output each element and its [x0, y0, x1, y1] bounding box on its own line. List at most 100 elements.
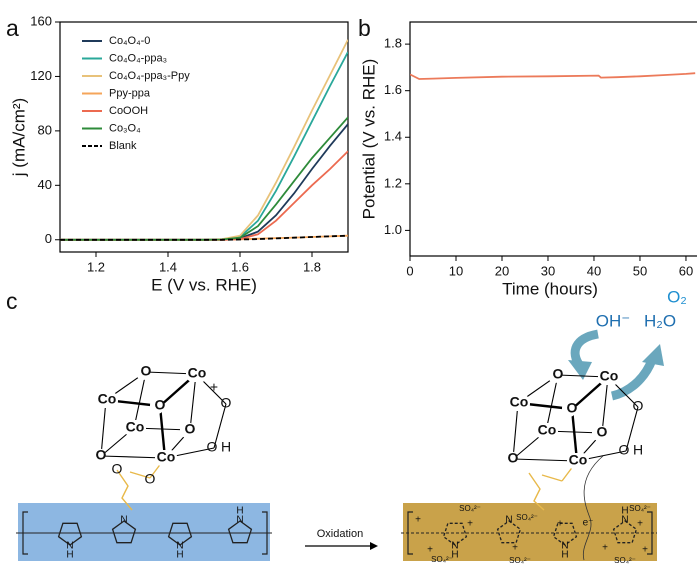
- atom-label: Co: [126, 419, 145, 435]
- x-tick-label: 1.8: [303, 259, 321, 274]
- y-tick-label: 40: [38, 177, 52, 192]
- ligand-atom: O: [145, 471, 156, 487]
- atom-bg: [96, 392, 118, 408]
- ligand-atom: H: [633, 442, 643, 458]
- x-tick-label: 0: [406, 263, 413, 278]
- panel-label: b: [358, 15, 371, 41]
- atom-label: O: [553, 366, 564, 382]
- x-tick-label: 10: [449, 263, 463, 278]
- y-tick-label: 0: [45, 231, 52, 246]
- ring-atom: H: [236, 506, 243, 517]
- legend-label: Co₄O₄-0: [109, 35, 150, 47]
- x-tick-label: 40: [587, 263, 601, 278]
- ring-atom: N: [176, 541, 183, 552]
- counter-ion: SO₄²⁻: [509, 556, 531, 565]
- ligand-atom: +: [210, 379, 218, 395]
- counter-ion: SO₄²⁻: [459, 504, 481, 513]
- plot-area: [410, 72, 696, 80]
- reaction-arrowhead: [370, 542, 378, 550]
- line-series: [60, 150, 348, 241]
- atom-bg: [508, 395, 530, 411]
- ester-chain: [528, 460, 578, 511]
- charge: +: [427, 545, 433, 556]
- cube-bond: [601, 376, 609, 434]
- ester-chain: [116, 457, 166, 511]
- pyrrole-ring: [57, 522, 83, 546]
- atom-label: O: [155, 397, 166, 413]
- line-series: [410, 72, 696, 80]
- atom-label: O: [567, 400, 578, 416]
- inflow-arrowhead: [568, 360, 592, 380]
- atom-label: Co: [98, 391, 117, 407]
- ring-atom: H: [621, 506, 628, 517]
- charge: +: [642, 545, 648, 556]
- atom-bg: [124, 420, 146, 436]
- atom-label: O: [185, 421, 196, 437]
- atom-bg: [503, 451, 517, 467]
- reactant: H₂O: [644, 311, 676, 330]
- atom-label: Co: [569, 452, 588, 468]
- atom-bg: [155, 450, 177, 466]
- y-axis-title: Potential (V vs. RHE): [359, 59, 378, 220]
- cube-bond: [512, 402, 519, 460]
- axes-frame: [59, 21, 349, 253]
- legend-label: Co₄O₄-ppa₃: [109, 52, 167, 64]
- ligand-bond: [213, 403, 227, 449]
- ligand-atom: O: [221, 395, 232, 411]
- charge: +: [557, 519, 563, 530]
- x-axis-title: E (V vs. RHE): [151, 275, 257, 294]
- line-series: [60, 39, 348, 241]
- y-tick-label: 80: [38, 122, 52, 137]
- cube-bond: [545, 374, 559, 432]
- y-tick-label: 1.2: [384, 175, 402, 190]
- atom-bg: [150, 398, 164, 414]
- electron-path: [582, 455, 604, 561]
- pyrrole-ring: [442, 522, 468, 546]
- counter-ion: SO₄²⁻: [431, 555, 453, 564]
- cube-bond: [512, 458, 578, 462]
- product: O₂: [667, 287, 687, 306]
- y-tick-label: 1.8: [384, 36, 402, 51]
- ligand-atom: O: [207, 439, 218, 455]
- atom-label: O: [597, 424, 608, 440]
- charge: +: [415, 515, 421, 526]
- ligand-atom: O: [619, 442, 630, 458]
- y-tick-label: 1.4: [384, 129, 402, 144]
- legend-label: Co₃O₄: [109, 122, 141, 134]
- pyrrole-ring: [552, 522, 578, 546]
- ring-atom: N: [66, 541, 73, 552]
- ring-atom: N: [505, 515, 512, 526]
- pyrrole-ring: [612, 520, 638, 544]
- charge: +: [467, 519, 473, 530]
- electron: e⁻: [583, 518, 594, 529]
- x-tick-label: 50: [633, 263, 647, 278]
- ring-atom: N: [621, 515, 628, 526]
- polymer-box-oxidized: [403, 503, 657, 561]
- panel-label: c: [6, 288, 18, 314]
- cube-bond: [189, 373, 197, 431]
- legend-label: Blank: [109, 140, 137, 152]
- pyrrole-ring: [167, 522, 193, 546]
- atom-label: Co: [600, 368, 619, 384]
- atom-bg: [91, 448, 105, 464]
- arrow-label: Oxidation: [317, 528, 363, 540]
- atom-bg: [567, 453, 589, 469]
- y-tick-label: 120: [30, 68, 52, 83]
- atom-label: O: [508, 450, 519, 466]
- axes-frame: [409, 21, 697, 257]
- atom-bg: [562, 401, 576, 417]
- ring-atom: H: [561, 550, 568, 561]
- atom-bg: [592, 425, 606, 441]
- ring-atom: H: [451, 550, 458, 561]
- outflow-arrow: [610, 358, 657, 401]
- charge: +: [602, 543, 608, 554]
- x-tick-label: 1.4: [159, 259, 177, 274]
- legend-label: CoOOH: [109, 105, 148, 117]
- ligand-atom: O: [112, 461, 123, 477]
- ring-atom: H: [66, 550, 73, 561]
- atom-label: Co: [188, 365, 207, 381]
- pyrrole-ring: [496, 520, 522, 544]
- legend-label: Ppy-ppa: [109, 87, 151, 99]
- counter-ion: SO₄²⁻: [614, 556, 636, 565]
- atom-label: Co: [510, 394, 529, 410]
